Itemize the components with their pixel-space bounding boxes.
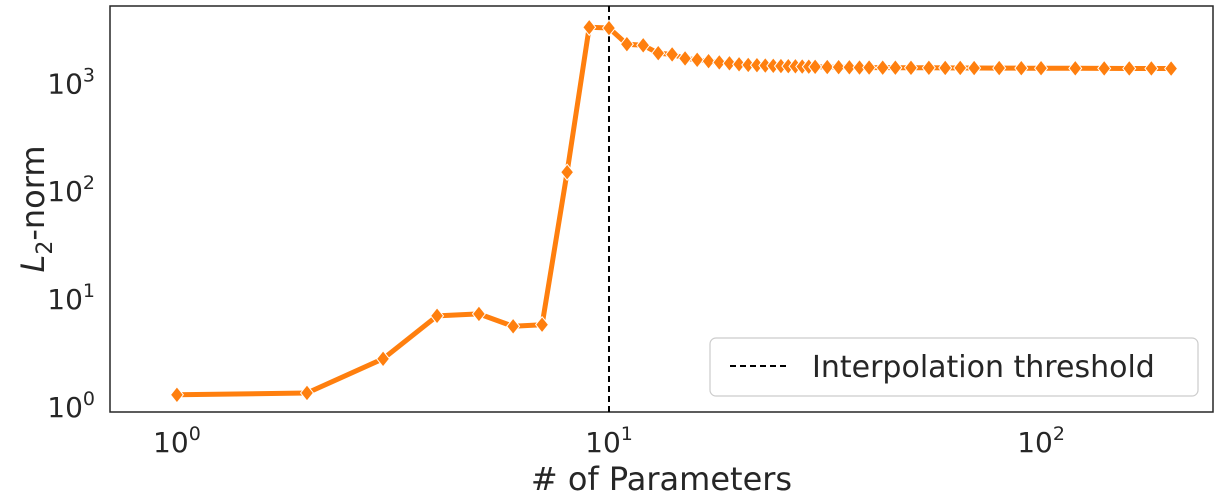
data-point-marker <box>862 58 877 77</box>
data-point-marker <box>1144 59 1159 78</box>
data-point-marker <box>619 35 634 54</box>
data-point-marker <box>430 307 445 325</box>
tick-labels: 100 101 102 100 101 102 103 <box>47 64 1065 459</box>
data-point-marker <box>471 305 486 323</box>
data-point-marker <box>701 52 716 71</box>
data-point-marker <box>903 58 919 77</box>
data-point-marker <box>690 51 705 69</box>
data-point-marker <box>831 58 846 76</box>
data-point-marker <box>842 58 857 77</box>
data-point-marker <box>1034 59 1049 78</box>
data-point-marker <box>1097 59 1112 78</box>
data-point-marker <box>678 49 693 68</box>
x-tick-label: 101 <box>585 423 633 459</box>
data-point-marker <box>967 59 982 77</box>
data-point-marker <box>636 36 651 55</box>
legend: Interpolation threshold <box>709 337 1199 397</box>
data-point-marker <box>1164 59 1179 78</box>
data-point-marker <box>601 19 617 37</box>
y-tick-label: 103 <box>47 64 95 100</box>
y-tick-label: 100 <box>47 388 95 424</box>
data-point-marker <box>732 55 747 74</box>
axes <box>109 5 1214 413</box>
legend-box <box>709 337 1199 397</box>
data-point-marker <box>712 53 727 72</box>
data-point-marker <box>651 44 666 62</box>
data-point-marker <box>938 59 953 77</box>
x-axis-label: # of Parameters <box>531 460 792 498</box>
data-point-marker <box>722 54 737 73</box>
data-point-marker <box>852 58 867 77</box>
data-point-marker <box>888 58 903 77</box>
data-point-marker <box>535 315 550 334</box>
data-point-marker <box>953 59 968 77</box>
y-tick-label: 101 <box>47 280 95 316</box>
data-point-marker <box>992 59 1007 77</box>
data-point-marker <box>1068 59 1083 78</box>
data-point-marker <box>299 384 315 402</box>
data-point-marker <box>665 45 680 64</box>
plot-frame <box>109 5 1214 413</box>
data-point-marker <box>820 58 835 76</box>
data-point-marker <box>376 350 391 368</box>
data-point-marker <box>506 317 521 336</box>
y-tick-label: 102 <box>47 172 95 208</box>
data-point-marker <box>808 58 823 76</box>
y-axis-label: L2-norm <box>14 146 58 273</box>
axis-labels: # of Parameters L2-norm <box>14 146 792 499</box>
data-point-marker <box>169 385 184 404</box>
series <box>169 18 1179 404</box>
data-point-marker <box>921 59 936 77</box>
x-tick-label: 100 <box>153 423 201 459</box>
data-point-marker <box>560 163 575 182</box>
data-point-marker <box>1014 59 1029 77</box>
x-tick-label: 102 <box>1017 423 1065 459</box>
data-point-marker <box>582 18 597 37</box>
data-point-marker <box>875 58 890 77</box>
legend-threshold-label: Interpolation threshold <box>812 350 1155 385</box>
data-point-marker <box>1122 59 1137 78</box>
